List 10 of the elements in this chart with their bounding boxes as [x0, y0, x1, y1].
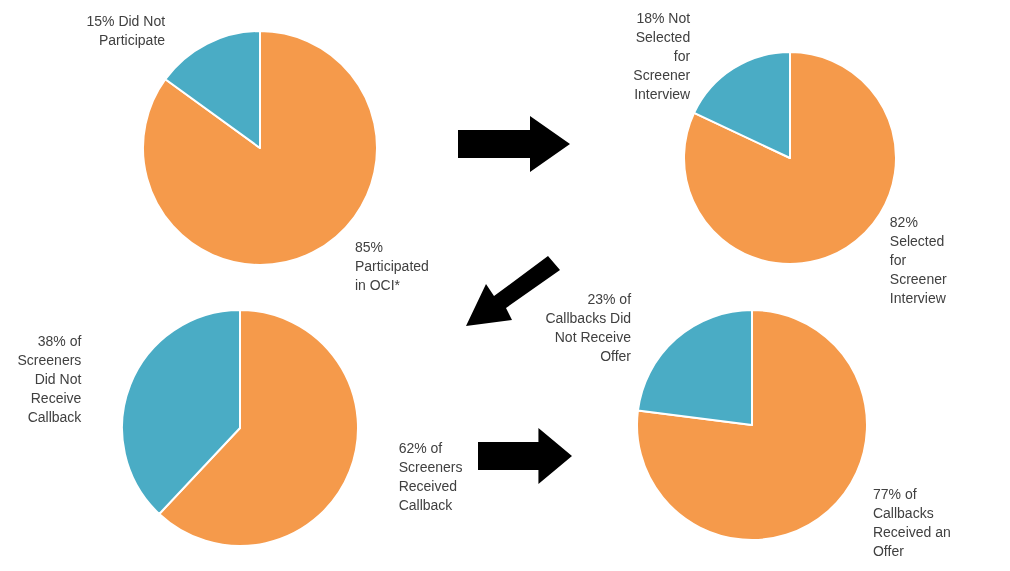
slice-label: Selected for Screener Interview	[889, 233, 947, 307]
slice-label: 77% of Callbacks Received an Offer	[872, 486, 951, 560]
slice-label: Participated in OCI*	[354, 257, 429, 293]
slice-label: 38% of Screeners Did Not Receive Callback	[17, 333, 83, 426]
data-label: 82%	[889, 214, 918, 231]
slice-label: 62% of Screeners Received Callback	[398, 440, 463, 514]
slice-label: 23% of Callbacks Did Not Receive Offer	[545, 290, 632, 364]
slice-label: 18% Not Selected for Screener Interview	[633, 9, 692, 102]
slice-label: 15% Did Not Participate	[86, 12, 166, 48]
data-label: 85%	[354, 238, 383, 255]
